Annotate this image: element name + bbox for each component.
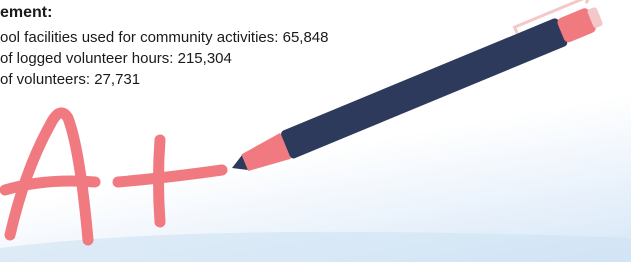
stat-line: of volunteers: 27,731 <box>0 71 140 88</box>
stat-line: ool facilities used for community activi… <box>0 29 328 46</box>
a-plus <box>5 113 222 240</box>
wave <box>0 232 631 262</box>
stat-line: of logged volunteer hours: 215,304 <box>0 50 232 67</box>
heading: ement: <box>0 4 52 22</box>
infographic: ement: ool facilities used for community… <box>0 0 631 262</box>
pen <box>224 0 606 182</box>
